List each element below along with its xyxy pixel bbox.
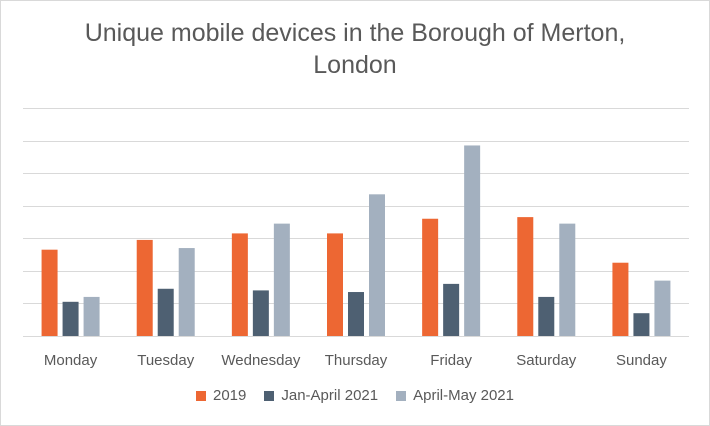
bar <box>231 233 248 336</box>
bar <box>538 296 555 336</box>
bar <box>654 280 671 336</box>
bar <box>62 301 79 336</box>
legend-label: April-May 2021 <box>413 387 514 404</box>
x-tick-label: Wednesday <box>221 352 300 369</box>
legend-item: 2019 <box>196 387 246 404</box>
chart-title-line-1: Unique mobile devices in the Borough of … <box>84 19 626 47</box>
bar <box>422 218 439 336</box>
legend-swatch <box>264 390 275 401</box>
x-tick-label: Tuesday <box>137 352 194 369</box>
bar <box>369 194 385 336</box>
bar <box>559 223 576 336</box>
x-tick-label: Thursday <box>325 352 388 369</box>
bar <box>517 217 534 336</box>
x-tick-label: Friday <box>430 352 472 369</box>
legend-swatch <box>396 390 407 401</box>
bar <box>83 296 100 336</box>
bar <box>178 248 195 336</box>
legend-item: April-May 2021 <box>396 387 514 404</box>
bar <box>612 262 629 336</box>
legend-label: Jan-April 2021 <box>281 387 379 404</box>
bar <box>136 239 153 336</box>
chart-legend: 2019 Jan-April 2021 April-May 2021 <box>1 387 709 404</box>
x-tick-label: Monday <box>44 352 98 369</box>
bar <box>443 283 460 336</box>
x-tick-label: Saturday <box>516 352 577 369</box>
bar <box>41 249 58 336</box>
legend-item: Jan-April 2021 <box>264 387 378 404</box>
x-tick-label: Sunday <box>616 352 667 369</box>
bar <box>327 233 343 336</box>
bar <box>157 288 174 336</box>
bar <box>348 292 364 336</box>
bar <box>464 145 481 336</box>
legend-swatch <box>196 390 206 401</box>
chart-title-line-2: London <box>313 51 397 79</box>
chart-title: Unique mobile devices in the Borough of … <box>1 17 709 81</box>
bar <box>252 290 269 336</box>
bar <box>633 313 650 336</box>
legend-label: 2019 <box>213 387 247 404</box>
bar <box>273 223 290 336</box>
